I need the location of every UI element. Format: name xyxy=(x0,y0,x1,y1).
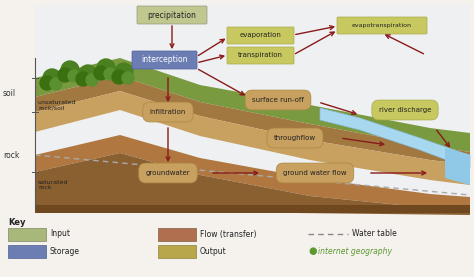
Circle shape xyxy=(122,72,134,84)
Bar xyxy=(158,245,196,258)
Circle shape xyxy=(61,61,79,79)
Polygon shape xyxy=(445,148,470,185)
Circle shape xyxy=(40,76,54,90)
Text: groundwater: groundwater xyxy=(146,170,191,176)
Text: evaporation: evaporation xyxy=(239,32,282,39)
Text: Output: Output xyxy=(200,247,227,255)
Bar xyxy=(35,5,470,205)
FancyBboxPatch shape xyxy=(137,6,207,24)
Circle shape xyxy=(86,74,98,86)
FancyBboxPatch shape xyxy=(227,27,294,44)
Circle shape xyxy=(50,78,62,90)
Circle shape xyxy=(97,59,115,77)
Text: internet geography: internet geography xyxy=(318,247,392,255)
Polygon shape xyxy=(320,108,470,168)
Circle shape xyxy=(94,66,108,80)
Text: unsaturated
rock/soil: unsaturated rock/soil xyxy=(38,100,76,111)
Text: surface run-off: surface run-off xyxy=(252,97,304,103)
Circle shape xyxy=(115,63,133,81)
Text: throughflow: throughflow xyxy=(274,135,316,141)
Text: transpiration: transpiration xyxy=(238,53,283,58)
Circle shape xyxy=(104,68,116,80)
Text: precipitation: precipitation xyxy=(147,11,196,19)
FancyBboxPatch shape xyxy=(132,51,197,69)
Text: saturated
rock: saturated rock xyxy=(38,179,69,190)
Circle shape xyxy=(112,70,126,84)
Text: soil: soil xyxy=(3,88,16,98)
Text: ground water flow: ground water flow xyxy=(283,170,347,176)
Circle shape xyxy=(68,70,80,82)
Polygon shape xyxy=(35,76,470,165)
Polygon shape xyxy=(35,153,470,215)
Circle shape xyxy=(43,69,61,87)
Text: ●: ● xyxy=(308,246,317,256)
Text: infiltration: infiltration xyxy=(150,109,186,115)
Circle shape xyxy=(58,68,72,82)
Bar xyxy=(158,228,196,241)
Text: Input: Input xyxy=(50,230,70,238)
Text: Storage: Storage xyxy=(50,247,80,255)
Text: interception: interception xyxy=(141,55,188,65)
Text: Water table: Water table xyxy=(352,230,397,238)
Text: Flow (transfer): Flow (transfer) xyxy=(200,230,256,238)
Polygon shape xyxy=(35,58,470,152)
Polygon shape xyxy=(35,91,470,185)
Bar xyxy=(35,205,470,213)
Circle shape xyxy=(76,72,90,86)
Bar xyxy=(8,228,46,241)
Text: river discharge: river discharge xyxy=(379,107,431,113)
Bar xyxy=(8,245,46,258)
Text: rock: rock xyxy=(3,150,19,160)
FancyBboxPatch shape xyxy=(227,47,294,64)
Text: Key: Key xyxy=(8,218,26,227)
Circle shape xyxy=(79,65,97,83)
Polygon shape xyxy=(35,135,470,210)
Text: evapotranspiration: evapotranspiration xyxy=(352,23,412,28)
FancyBboxPatch shape xyxy=(337,17,427,34)
